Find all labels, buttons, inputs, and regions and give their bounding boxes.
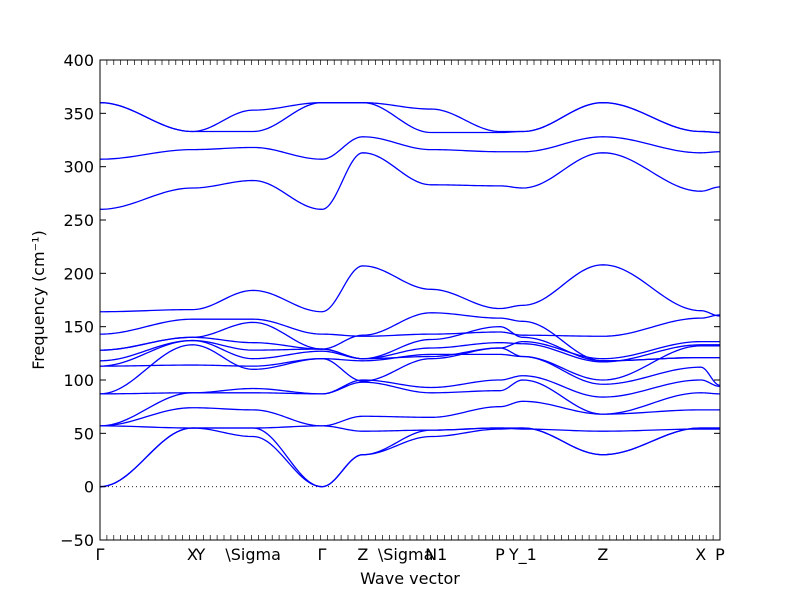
x-tick-label: Γ [317, 545, 326, 564]
dispersion-branch-3 [99, 425, 720, 432]
x-tick-label: X [695, 545, 706, 564]
y-tick-label: 100 [63, 371, 94, 390]
dispersion-branch-15 [99, 152, 721, 210]
dispersion-branch-18 [99, 102, 720, 134]
y-tick-label: 300 [63, 158, 94, 177]
x-tick-label: \Sigma [225, 545, 281, 564]
x-tick-label: Y_1 [508, 545, 537, 565]
y-tick-label: 50 [74, 424, 94, 443]
x-axis-label: Wave vector [360, 569, 460, 588]
dispersion-branch-10 [99, 339, 720, 362]
dispersion-branch-8 [100, 345, 720, 381]
dispersion-branch-9 [99, 339, 720, 367]
dispersion-branch-6 [99, 375, 721, 398]
x-tick-label: N [425, 545, 437, 564]
dispersion-branch-14 [99, 264, 721, 317]
x-tick-label: Γ [96, 545, 105, 564]
dispersion-branch-7 [99, 344, 721, 395]
y-tick-label: 350 [63, 104, 94, 123]
y-tick-label: 400 [63, 51, 94, 70]
y-tick-label: 150 [63, 318, 94, 337]
x-tick-label: X [187, 545, 198, 564]
dispersion-branch-4 [99, 400, 720, 427]
dispersion-branch-13 [99, 314, 721, 337]
x-tick-label: P [715, 545, 725, 564]
x-tick-label: P [495, 545, 505, 564]
y-tick-label: 250 [63, 211, 94, 230]
y-tick-label: −50 [60, 531, 94, 550]
dispersion-branch-12 [99, 312, 720, 362]
x-tick-label: Y [195, 545, 206, 564]
x-tick-label: Z [597, 545, 608, 564]
x-tick-label: \Sigma [378, 545, 434, 564]
y-tick-label: 200 [63, 264, 94, 283]
x-tick-label: 1 [437, 545, 447, 564]
y-tick-label: 0 [84, 478, 94, 497]
y-axis-label: Frequency (cm⁻¹) [29, 230, 48, 369]
x-tick-label: Z [357, 545, 368, 564]
dispersion-branch-5 [99, 379, 721, 427]
dispersion-branch-16 [99, 136, 721, 160]
